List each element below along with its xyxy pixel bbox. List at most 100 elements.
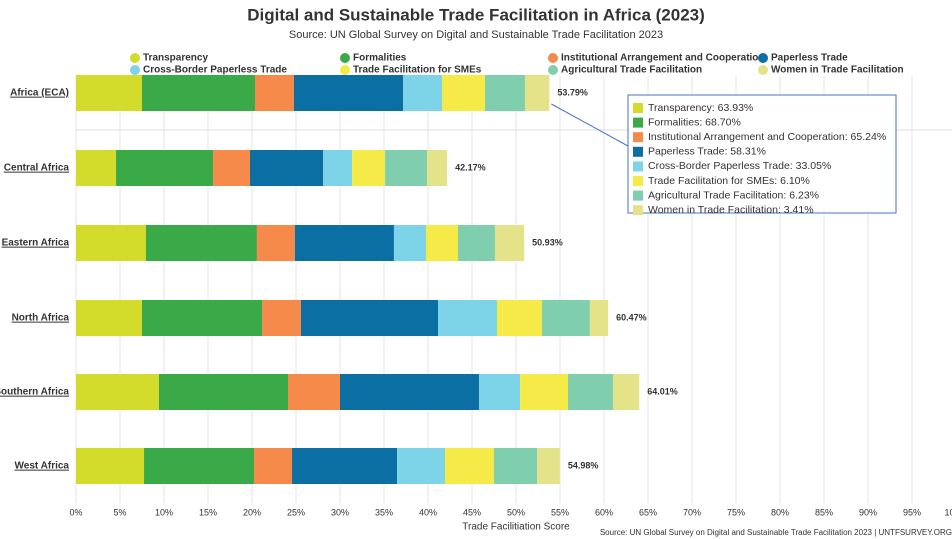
bar-segment [589,300,609,336]
x-tick-label: 60% [595,507,613,517]
bar-segment [287,374,340,410]
category-label[interactable]: North Africa [12,313,70,324]
bar-segment [301,300,439,336]
legend-label: Formalities [353,53,407,64]
tooltip-swatch [633,103,643,113]
bar-segment [397,448,445,484]
category-label[interactable]: Eastern Africa [2,238,70,249]
bar-segment [425,225,459,261]
tooltip-item: Transparency: 63.93% [648,102,753,114]
bar-segment [76,150,117,186]
category-label[interactable]: Central Africa [4,163,70,174]
tooltip-item: Paperless Trade: 58.31% [648,146,766,158]
category-label[interactable]: Africa (ECA) [10,88,69,99]
bar-segment [568,374,613,410]
x-tick-label: 50% [507,507,525,517]
legend-swatch [548,53,558,63]
bar-segment [352,150,386,186]
legend-label: Women in Trade Facilitation [771,65,904,76]
x-axis-label: Trade Facilitiation Score [462,522,570,533]
bar-segment [76,448,145,484]
bar-segment [76,225,146,261]
x-tick-label: 80% [771,507,789,517]
total-label: 53.79% [557,87,588,97]
bar-segment [438,300,497,336]
chart-title: Digital and Sustainable Trade Facilitati… [247,5,705,24]
total-label: 54.98% [568,460,599,470]
x-tick-label: 40% [419,507,437,517]
tooltip-swatch [633,176,643,186]
bar-segment [76,300,142,336]
category-label[interactable]: Southern Africa [0,387,69,398]
bar-segment [293,75,404,111]
legend-label: Paperless Trade [771,53,848,64]
tooltip-item: Agricultural Trade Facilitation: 6.23% [648,189,819,201]
bar-segment [254,448,293,484]
tooltip-item: Women in Trade Facilitation: 3.41% [648,204,814,216]
bar-segment [145,225,257,261]
bar-segment [249,150,324,186]
tooltip-swatch [633,190,643,201]
footer: Source: UN Global Survey on Digital and … [600,528,952,537]
bar-segment [485,75,525,111]
legend-swatch [340,53,350,63]
legend-swatch [130,53,140,63]
chart-subtitle: Source: UN Global Survey on Digital and … [289,29,663,41]
bar-segment [541,300,590,336]
legend-swatch [758,65,768,75]
bar-segment [524,75,550,111]
tooltip-item: Cross-Border Paperless Trade: 33.05% [648,160,831,172]
tooltip-item: Formalities: 68.70% [648,116,741,128]
bar-segment [292,448,398,484]
x-tick-label: 65% [639,507,657,517]
bar-segment [158,374,288,410]
x-tick-label: 75% [727,507,745,517]
bar-segment [393,225,426,261]
bar-segment [427,150,448,186]
x-tick-label: 85% [815,507,833,517]
x-tick-label: 55% [551,507,569,517]
bar-segment [254,75,294,111]
x-tick-label: 5% [113,507,126,517]
tooltip-swatch [633,132,643,143]
bar-segment [537,448,560,484]
bar-segment [144,448,255,484]
x-tick-label: 15% [199,507,217,517]
bar-segment [340,374,480,410]
bar-segment [256,225,295,261]
bar-segment [142,300,263,336]
x-tick-label: 100% [944,507,952,517]
bar-segment [403,75,442,111]
x-tick-label: 90% [859,507,877,517]
bar-segment [385,150,428,186]
bar-segment [444,448,494,484]
x-tick-label: 35% [375,507,393,517]
total-label: 64.01% [647,386,678,396]
category-label[interactable]: West Africa [15,461,70,472]
total-label: 42.17% [455,162,486,172]
legend-label: Agricultural Trade Facilitation [561,65,702,76]
x-tick-label: 20% [243,507,261,517]
x-tick-label: 70% [683,507,701,517]
bar-segment [142,75,255,111]
legend-swatch [758,53,768,63]
x-tick-label: 45% [463,507,481,517]
legend-label: Transparency [143,53,208,64]
tooltip-item: Institutional Arrangement and Cooperatio… [648,131,886,143]
tooltip-swatch [633,205,643,216]
tooltip-box [627,94,897,214]
bar-segment [76,75,142,111]
bar-segment [458,225,495,261]
legend-label: Trade Facilitation for SMEs [353,65,482,76]
bar-segment [496,300,542,336]
legend-label: Cross-Border Paperless Trade [143,65,287,76]
x-tick-label: 10% [155,507,173,517]
bar-segment [213,150,250,186]
tooltip-swatch [633,117,643,128]
x-tick-label: 95% [903,507,921,517]
x-tick-label: 30% [331,507,349,517]
x-tick-label: 0% [69,507,82,517]
legend-swatch [548,65,558,75]
bar-segment [323,150,353,186]
